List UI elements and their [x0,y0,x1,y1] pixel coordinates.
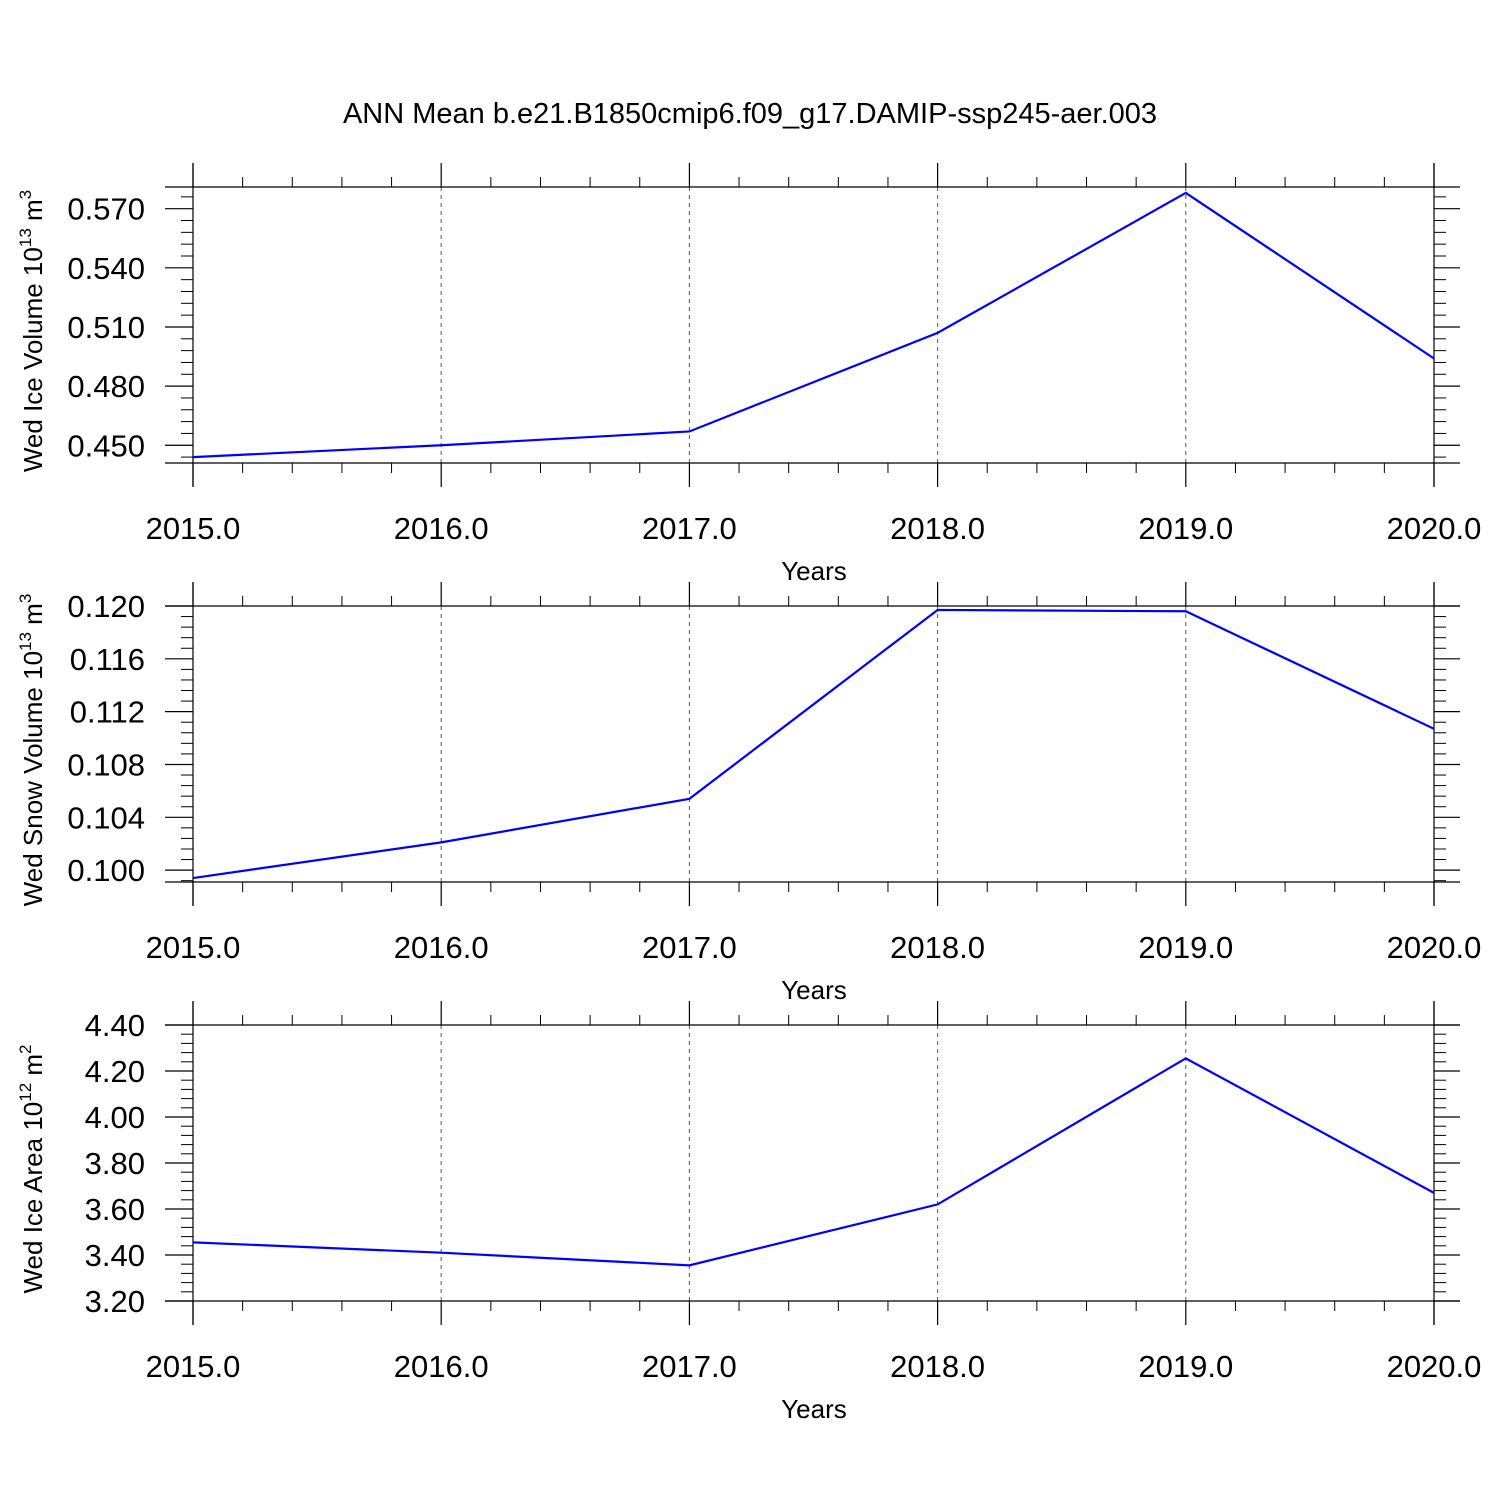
x-tick-label: 2016.0 [394,930,489,965]
x-tick-label: 2018.0 [890,930,985,965]
x-tick-label: 2015.0 [146,930,241,965]
y-tick-label: 0.104 [67,800,145,835]
y-tick-label: 4.00 [85,1100,145,1135]
y-tick-label: 0.450 [67,428,145,463]
x-tick-label: 2020.0 [1387,1349,1482,1384]
y-tick-label: 3.20 [85,1284,145,1319]
y-tick-label: 0.108 [67,747,145,782]
x-tick-label: 2017.0 [642,930,737,965]
x-axis-label: Years [781,556,847,586]
x-tick-label: 2019.0 [1138,930,1233,965]
y-tick-label: 0.510 [67,310,145,345]
y-axis-label: Wed Snow Volume 1013 m3 [16,594,48,907]
x-tick-label: 2015.0 [146,1349,241,1384]
y-tick-label: 3.80 [85,1146,145,1181]
y-axis-label: Wed Ice Area 1012 m2 [16,1044,48,1293]
series-line [192,191,1435,459]
panel-snow-volume: 2015.0 2016.0 2017.0 2018.0 2019.0 2020.0 0.10… [16,582,1481,1005]
y-tick-label: 0.480 [67,369,145,404]
x-tick-label: 2018.0 [890,511,985,546]
x-tick-label: 2020.0 [1387,930,1482,965]
y-tick-label: 4.40 [85,1008,145,1043]
y-tick-label: 3.60 [85,1192,145,1227]
x-tick-label: 2019.0 [1138,511,1233,546]
x-axis-label: Years [781,1394,847,1424]
y-tick-label: 3.40 [85,1238,145,1273]
y-tick-label: 0.120 [67,589,145,624]
panel-ice-area: 2015.0 2016.0 2017.0 2018.0 2019.0 2020.0 3.20… [16,1001,1481,1424]
x-tick-label: 2017.0 [642,511,737,546]
y-tick-label: 4.20 [85,1054,145,1089]
x-tick-label: 2018.0 [890,1349,985,1384]
y-tick-label: 0.112 [70,695,145,730]
x-tick-label: 2017.0 [642,1349,737,1384]
y-tick-label: 0.540 [67,251,145,286]
figure-title: ANN Mean b.e21.B1850cmip6.f09_g17.DAMIP-… [342,98,1158,130]
y-tick-label: 0.100 [67,853,145,888]
y-tick-label: 0.116 [70,642,145,677]
x-axis-label: Years [781,975,847,1005]
series-line [192,608,1435,880]
y-tick-label: 0.570 [67,192,145,227]
y-axis-label: Wed Ice Volume 1013 m3 [16,190,48,472]
x-tick-label: 2020.0 [1387,511,1482,546]
panel-ice-volume: 2015.0 2016.0 2017.0 2018.0 2019.0 2020.0 0.45… [16,163,1481,586]
x-tick-label: 2016.0 [394,511,489,546]
series-line [192,1057,1435,1267]
x-tick-label: 2019.0 [1138,1349,1233,1384]
x-tick-label: 2015.0 [146,511,241,546]
x-tick-label: 2016.0 [394,1349,489,1384]
